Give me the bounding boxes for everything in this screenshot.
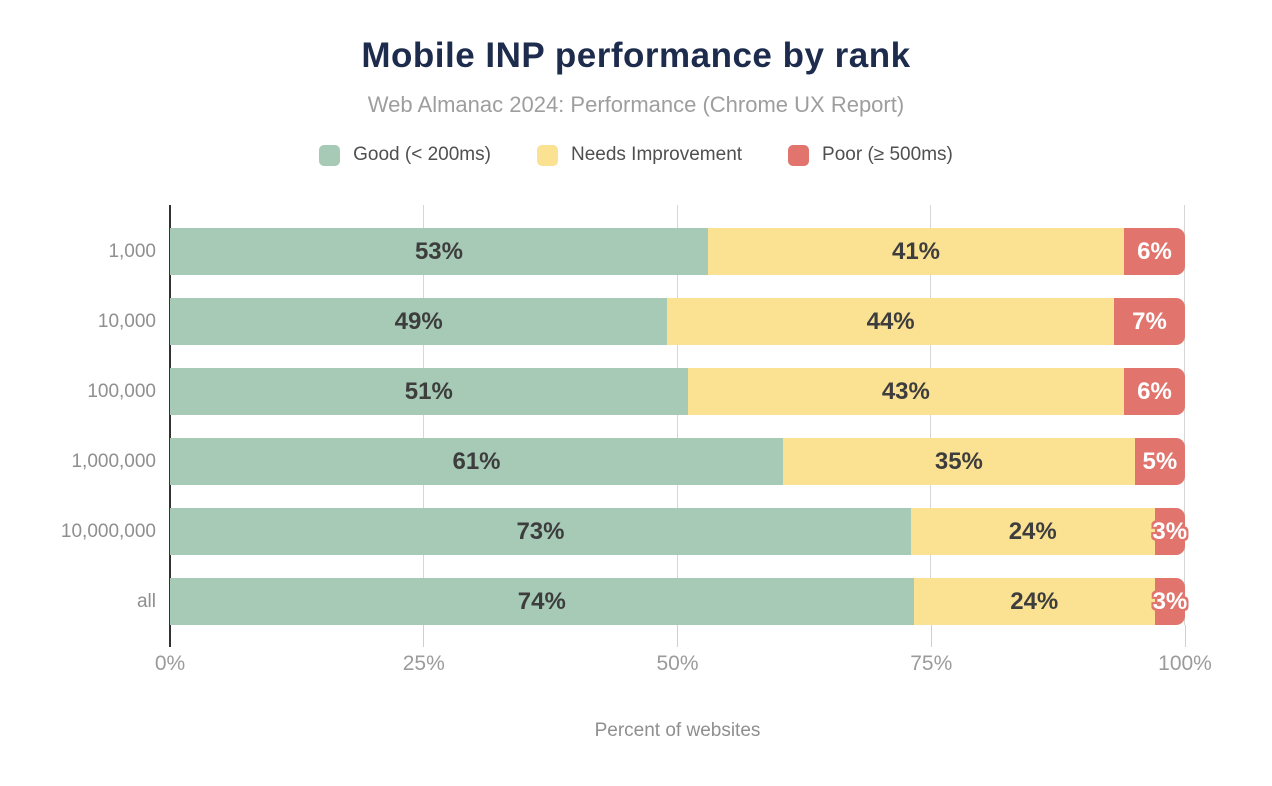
gridline — [930, 205, 932, 625]
bar-segment: 6% — [1124, 368, 1185, 415]
plot-area: 53% 41% 6% 49% 44% 7% 51% 43% 6% 61% 35% 5% 73% 24% 3%… — [169, 205, 1188, 625]
chart-title: Mobile INP performance by rank — [361, 36, 911, 75]
bar-segment: 53% — [170, 228, 708, 275]
bar-segment: 43% — [687, 368, 1125, 415]
bar-segment-label: 3% — [1152, 587, 1188, 615]
bar-row: 74% 24% 3% — [170, 578, 1188, 625]
axis-tick-label: 75% — [910, 652, 953, 675]
y-axis-label: all — [136, 591, 156, 612]
bar-segment-label: 49% — [394, 307, 443, 335]
bar-row: 49% 44% 7% — [170, 298, 1185, 345]
axis-tick — [677, 625, 678, 647]
bar-segment-label: 3% — [1152, 517, 1188, 545]
axis-tick — [930, 625, 932, 647]
bar-segment-label: 53% — [414, 237, 463, 265]
legend-label: Poor (≥ 500ms) — [822, 144, 953, 165]
legend-item: Poor (≥ 500ms) — [788, 144, 953, 166]
bar-segment: 6% — [1124, 228, 1185, 275]
bar-segment: 24% — [913, 578, 1155, 625]
x-axis-caption: Percent of websites — [594, 720, 761, 741]
y-axis-label: 10,000 — [97, 311, 156, 332]
legend-item: Needs Improvement — [536, 144, 743, 166]
axis-tick — [423, 625, 425, 647]
bar-segment: 3% — [1152, 578, 1188, 625]
legend-swatch-icon — [319, 144, 341, 166]
bar-segment-label: 6% — [1137, 237, 1172, 265]
axis-tick-label: 0% — [154, 652, 186, 675]
bar-row: 61% 35% 5% — [170, 438, 1185, 485]
y-axis-label: 100,000 — [87, 381, 156, 402]
axis-tick — [169, 625, 171, 647]
gridline — [422, 205, 424, 625]
bar-segment: 61% — [170, 438, 784, 485]
bar-segment: 49% — [170, 298, 668, 345]
bar-segment-label: 5% — [1142, 447, 1178, 475]
bar-segment-label: 6% — [1137, 377, 1172, 405]
gridline — [1184, 205, 1185, 625]
axis-tick-label: 25% — [402, 652, 445, 675]
bar-segment-label: 7% — [1132, 307, 1167, 335]
y-axis-label: 1,000,000 — [71, 451, 156, 472]
bar-segment: 51% — [170, 368, 688, 415]
legend-swatch-icon — [536, 144, 558, 166]
legend-item: Good (< 200ms) — [319, 144, 491, 166]
axis-tick — [1184, 625, 1186, 647]
bar-segment: 73% — [170, 508, 911, 555]
bar-segment: 74% — [170, 578, 914, 625]
bar-segment-label: 41% — [891, 237, 941, 265]
gridline — [676, 205, 678, 625]
y-axis-label: 10,000,000 — [60, 521, 156, 542]
bar-segment: 24% — [910, 508, 1155, 555]
bar-segment: 41% — [707, 228, 1125, 275]
bar-segment-label: 35% — [934, 447, 983, 475]
axis-tick-label: 100% — [1158, 652, 1212, 675]
bar-segment-label: 24% — [1008, 517, 1057, 545]
y-axis-line — [169, 205, 171, 625]
bar-segment: 7% — [1113, 298, 1185, 345]
bar-segment: 3% — [1152, 508, 1188, 555]
bar-segment-label: 51% — [404, 377, 453, 405]
bar-segment-label: 74% — [517, 587, 566, 615]
legend: Good (< 200ms) Needs Improvement Poor (≥ 5… — [0, 144, 1272, 166]
axis-tick-label: 50% — [656, 652, 699, 675]
legend-label: Needs Improvement — [570, 144, 743, 165]
bar-segment-label: 43% — [881, 377, 930, 405]
chart-subtitle: Web Almanac 2024: Performance (Chrome UX… — [367, 92, 905, 117]
bar-segment: 35% — [783, 438, 1135, 485]
bar-row: 51% 43% 6% — [170, 368, 1185, 415]
legend-swatch-icon — [788, 144, 810, 166]
bar-row: 53% 41% 6% — [170, 228, 1185, 275]
bar-segment: 44% — [667, 298, 1114, 345]
bar-segment-label: 24% — [1010, 587, 1059, 615]
bar-segment: 5% — [1134, 438, 1185, 485]
bar-segment-label: 61% — [452, 447, 501, 475]
y-axis-label: 1,000 — [108, 241, 156, 262]
bar-row: 73% 24% 3% — [170, 508, 1188, 555]
bar-segment-label: 44% — [866, 307, 915, 335]
bar-segment-label: 73% — [516, 517, 565, 545]
legend-label: Good (< 200ms) — [353, 144, 491, 165]
